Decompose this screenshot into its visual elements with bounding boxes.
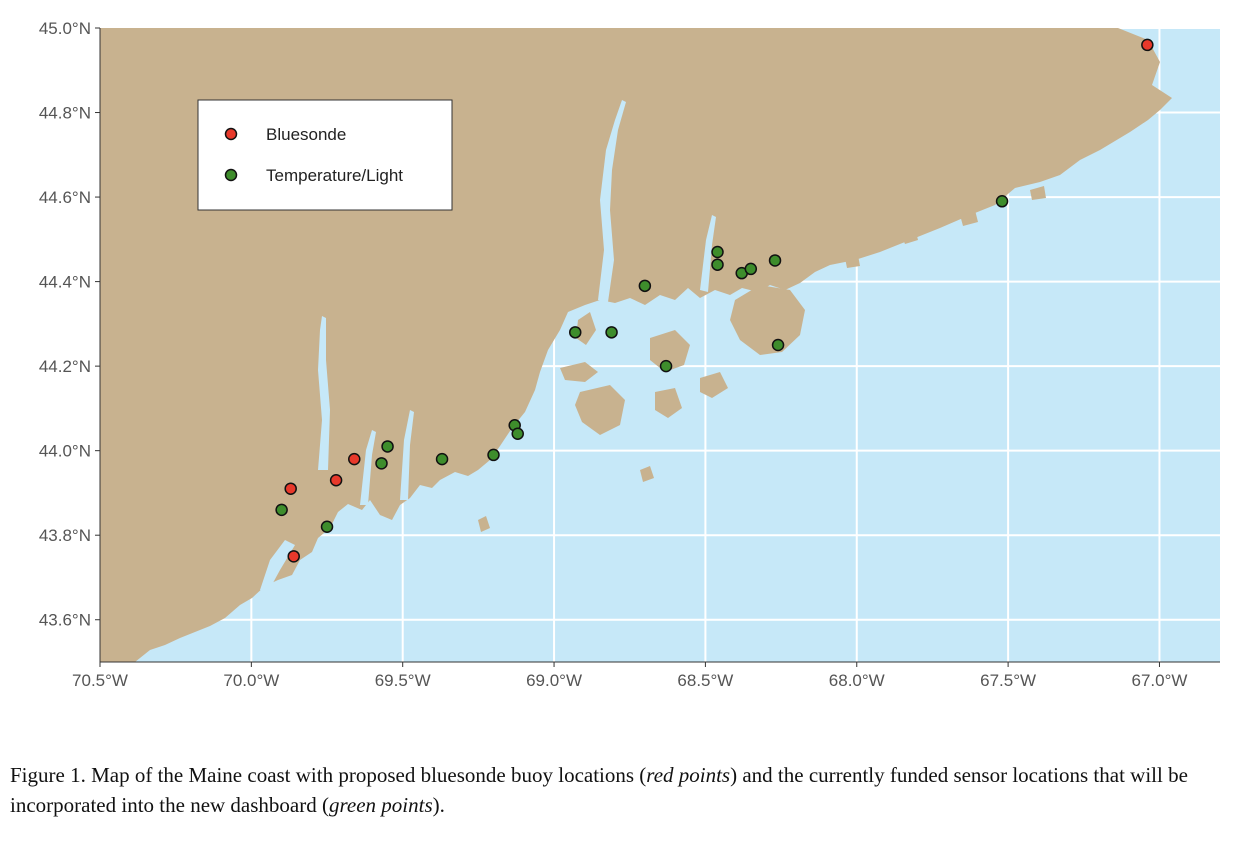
- tick-labels: 70.5°W 70.0°W 69.5°W 69.0°W 68.5°W 68.0°W 67.5…: [39, 19, 1188, 690]
- y-tick-label: 44.2°N: [39, 357, 91, 376]
- islesboro: [576, 312, 596, 345]
- caption-prefix: Figure 1. Map of the Maine coast with pr…: [10, 763, 647, 787]
- temperature-light-point: [511, 427, 524, 441]
- caption-middle: ) and the currently funded sensor locati…: [10, 763, 1188, 817]
- x-tick-label: 68.5°W: [677, 671, 733, 690]
- y-tick-label: 44.4°N: [39, 273, 91, 292]
- sheepscot-river: [360, 430, 376, 505]
- kennebec-river: [318, 316, 330, 470]
- y-tick-label: 44.0°N: [39, 442, 91, 461]
- figure-caption: Figure 1. Map of the Maine coast with pr…: [10, 760, 1230, 820]
- bluesonde-point: [348, 452, 361, 466]
- y-tick-label: 44.6°N: [39, 188, 91, 207]
- bluesonde-point: [287, 550, 300, 563]
- y-tick-label: 45.0°N: [39, 19, 91, 38]
- river-inlets: [260, 100, 716, 592]
- y-tick-label: 43.8°N: [39, 526, 91, 545]
- x-tick-label: 67.5°W: [980, 671, 1036, 690]
- casco-bay: [260, 540, 295, 592]
- legend: Bluesonde Temperature/Light: [197, 99, 453, 211]
- x-tick-label: 69.0°W: [526, 671, 582, 690]
- temperature-light-point: [744, 262, 758, 276]
- caption-green-points: green points: [328, 793, 433, 817]
- x-tick-label: 70.5°W: [72, 671, 128, 690]
- legend-marker-temperature-light: [224, 168, 238, 182]
- bluesonde-point: [329, 474, 343, 487]
- caption-suffix: ).: [432, 793, 445, 817]
- temperature-light-point: [435, 452, 449, 466]
- temperature-light-point: [995, 195, 1009, 208]
- north-haven: [560, 362, 598, 382]
- temperature-light-point: [605, 326, 618, 339]
- x-tick-label: 68.0°W: [829, 671, 885, 690]
- legend-marker-bluesonde: [224, 127, 238, 141]
- vinalhaven: [575, 385, 625, 435]
- temperature-light-point: [275, 503, 288, 517]
- temperature-light-point: [320, 520, 334, 533]
- temperature-light-point: [771, 338, 785, 352]
- penobscot-river: [598, 100, 626, 302]
- temperature-light-point: [568, 326, 582, 339]
- y-tick-label: 43.6°N: [39, 611, 91, 630]
- temperature-light-point: [381, 440, 394, 453]
- temperature-light-point: [711, 245, 724, 259]
- legend-label-temperature-light: Temperature/Light: [266, 166, 403, 185]
- damariscotta-river: [400, 410, 414, 500]
- caption-red-points: red points: [646, 763, 731, 787]
- axes: [99, 28, 1220, 663]
- temperature-light-point: [638, 279, 652, 293]
- bluesonde-point: [1141, 38, 1154, 52]
- bluesonde-point: [284, 482, 297, 495]
- y-tick-label: 44.8°N: [39, 104, 91, 123]
- temperature-light-point: [375, 457, 388, 470]
- deer-isle: [650, 330, 690, 372]
- x-tick-label: 69.5°W: [375, 671, 431, 690]
- temperature-light-point: [711, 258, 724, 271]
- isle-au-haut: [655, 388, 682, 418]
- x-tick-label: 67.0°W: [1131, 671, 1187, 690]
- legend-label-bluesonde: Bluesonde: [266, 125, 346, 144]
- mount-desert-island: [730, 285, 805, 355]
- temperature-light-point: [768, 254, 782, 267]
- matinicus: [640, 466, 654, 482]
- coastal-map: 70.5°W 70.0°W 69.5°W 69.0°W 68.5°W 68.0°W 67.5…: [39, 19, 1220, 690]
- swans-island: [700, 372, 728, 398]
- sensor-points: [275, 38, 1154, 563]
- x-tick-label: 70.0°W: [223, 671, 279, 690]
- legend-box: [197, 99, 453, 211]
- union-river: [700, 215, 716, 292]
- temperature-light-point: [487, 448, 500, 462]
- temperature-light-point: [659, 359, 673, 373]
- monhegan: [478, 516, 490, 532]
